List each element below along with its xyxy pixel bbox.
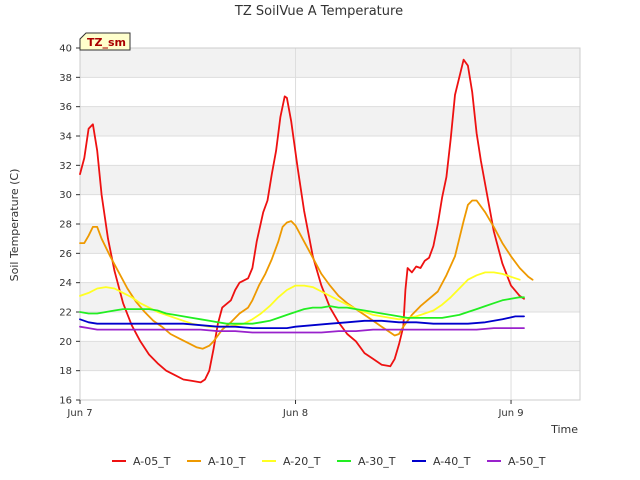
y-tick-label: 40 xyxy=(59,44,72,55)
y-tick-label: 28 xyxy=(59,220,72,231)
y-tick-label: 34 xyxy=(59,132,72,143)
tz-sm-badge: TZ_sm xyxy=(79,32,131,51)
chart-title: TZ SoilVue A Temperature xyxy=(234,4,403,19)
y-tick-label: 36 xyxy=(59,102,72,113)
legend-label: A-50_T xyxy=(508,455,546,468)
plot-background-bands xyxy=(80,48,580,371)
y-tick-label: 26 xyxy=(59,249,72,260)
plot-band xyxy=(80,341,580,371)
badge-label: TZ_sm xyxy=(87,36,126,49)
legend-label: A-30_T xyxy=(358,455,396,468)
badge-background xyxy=(79,32,131,51)
series-line-a-10-t xyxy=(79,199,534,350)
y-tick-label: 38 xyxy=(59,73,72,84)
y-tick-label: 32 xyxy=(59,161,72,172)
y-axis-label: Soil Temperature (C) xyxy=(8,169,21,282)
legend-label: A-05_T xyxy=(133,455,171,468)
y-tick-label: 16 xyxy=(59,396,72,407)
plot-band xyxy=(80,106,580,136)
series-lines xyxy=(79,58,534,384)
plot-band xyxy=(80,224,580,254)
legend: A-05_T A-10_T A-20_T A-30_T A-40_T A-50_T xyxy=(112,455,546,468)
y-axis-ticks: 16 18 20 22 24 26 28 30 32 34 36 38 40 xyxy=(59,44,80,407)
y-tick-label: 18 xyxy=(59,366,72,377)
y-tick-label: 22 xyxy=(59,308,72,319)
legend-label: A-10_T xyxy=(208,455,246,468)
series-line-a-40-t xyxy=(79,315,525,330)
legend-label: A-20_T xyxy=(283,455,321,468)
x-tick-label: Jun 9 xyxy=(497,408,523,419)
series-line-a-05-t xyxy=(79,58,525,384)
x-tick-label: Jun 7 xyxy=(66,408,92,419)
series-line-a-50-t xyxy=(79,325,525,334)
x-axis-label: Time xyxy=(550,423,578,436)
y-tick-label: 20 xyxy=(59,337,72,348)
y-tick-label: 24 xyxy=(59,278,72,289)
series-line-a-30-t xyxy=(79,296,525,325)
y-tick-label: 30 xyxy=(59,190,72,201)
x-tick-label: Jun 8 xyxy=(282,408,308,419)
plot-band xyxy=(80,165,580,195)
x-axis-ticks: Jun 7 Jun 8 Jun 9 xyxy=(66,400,524,419)
legend-label: A-40_T xyxy=(433,455,471,468)
plot-band xyxy=(80,48,580,78)
